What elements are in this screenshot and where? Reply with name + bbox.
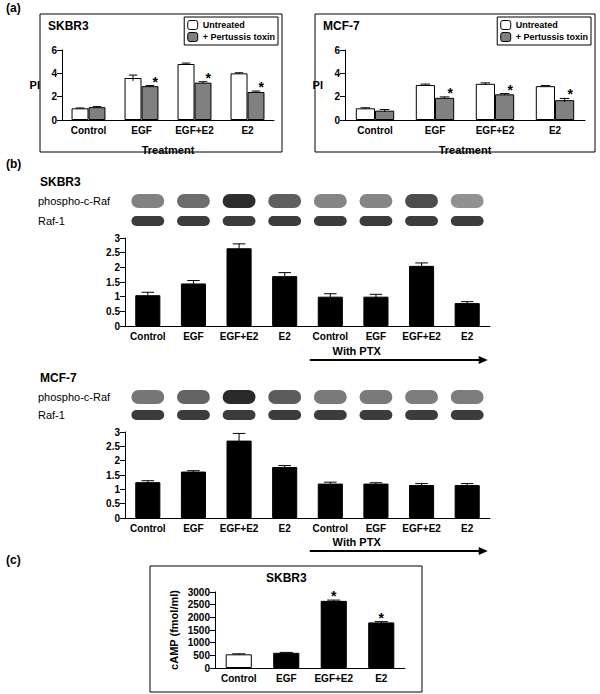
svg-text:EGF: EGF xyxy=(276,673,297,684)
svg-text:EGF+E2: EGF+E2 xyxy=(314,673,353,684)
svg-text:Untreated: Untreated xyxy=(516,20,558,30)
svg-text:*: * xyxy=(153,74,159,90)
svg-text:*: * xyxy=(259,79,265,95)
svg-text:6: 6 xyxy=(51,45,57,56)
svg-text:E2: E2 xyxy=(549,125,562,136)
svg-text:*: * xyxy=(206,70,212,86)
svg-text:E2: E2 xyxy=(461,523,474,534)
svg-text:2: 2 xyxy=(114,262,120,273)
svg-text:1: 1 xyxy=(114,291,120,302)
svg-text:*: * xyxy=(507,82,513,98)
svg-text:1500: 1500 xyxy=(188,625,211,636)
svg-text:EGF: EGF xyxy=(366,331,387,342)
svg-text:Untreated: Untreated xyxy=(203,20,245,30)
svg-text:E2: E2 xyxy=(279,523,292,534)
svg-text:PI: PI xyxy=(313,79,323,91)
svg-text:E2: E2 xyxy=(279,331,292,342)
svg-text:Control: Control xyxy=(221,673,257,684)
svg-text:EGF+E2: EGF+E2 xyxy=(476,125,515,136)
svg-text:0.5: 0.5 xyxy=(106,306,120,317)
svg-text:EGF: EGF xyxy=(183,331,204,342)
svg-text:0: 0 xyxy=(114,513,120,524)
svg-text:(b): (b) xyxy=(6,157,21,171)
svg-text:phospho-c-Raf: phospho-c-Raf xyxy=(38,391,111,403)
svg-text:(a): (a) xyxy=(6,1,21,15)
svg-text:Control: Control xyxy=(357,125,393,136)
svg-text:*: * xyxy=(447,85,453,101)
svg-text:6: 6 xyxy=(334,45,340,56)
svg-text:MCF-7: MCF-7 xyxy=(40,371,77,385)
svg-text:1.5: 1.5 xyxy=(106,277,120,288)
svg-text:4: 4 xyxy=(51,68,57,79)
svg-text:EGF+E2: EGF+E2 xyxy=(402,523,441,534)
svg-text:EGF+E2: EGF+E2 xyxy=(402,331,441,342)
svg-text:3000: 3000 xyxy=(188,587,211,598)
svg-text:1000: 1000 xyxy=(188,637,211,648)
svg-text:EGF+E2: EGF+E2 xyxy=(220,331,259,342)
svg-text:EGF: EGF xyxy=(425,125,446,136)
svg-text:E2: E2 xyxy=(375,673,388,684)
svg-text:SKBR3: SKBR3 xyxy=(40,175,81,189)
svg-text:Control: Control xyxy=(313,331,349,342)
svg-text:4: 4 xyxy=(334,68,340,79)
svg-text:+ Pertussis toxin: + Pertussis toxin xyxy=(516,32,588,42)
svg-text:3: 3 xyxy=(114,427,120,438)
svg-text:2: 2 xyxy=(51,91,57,102)
svg-text:2.5: 2.5 xyxy=(106,247,120,258)
svg-text:1: 1 xyxy=(114,484,120,495)
svg-text:EGF: EGF xyxy=(131,125,152,136)
svg-text:0.5: 0.5 xyxy=(106,498,120,509)
svg-text:0: 0 xyxy=(204,663,210,674)
svg-text:0: 0 xyxy=(114,321,120,332)
svg-text:+ Pertussis toxin: + Pertussis toxin xyxy=(203,32,275,42)
svg-text:2500: 2500 xyxy=(188,599,211,610)
svg-text:cAMP (fmol/ml): cAMP (fmol/ml) xyxy=(168,590,180,670)
svg-text:*: * xyxy=(379,610,385,626)
svg-text:Control: Control xyxy=(313,523,349,534)
svg-text:1.5: 1.5 xyxy=(106,470,120,481)
svg-text:2.5: 2.5 xyxy=(106,441,120,452)
svg-text:EGF: EGF xyxy=(183,523,204,534)
svg-text:Control: Control xyxy=(130,331,166,342)
svg-text:SKBR3: SKBR3 xyxy=(266,571,307,585)
svg-text:*: * xyxy=(567,86,573,102)
svg-text:Control: Control xyxy=(71,125,107,136)
svg-text:0: 0 xyxy=(334,115,340,126)
svg-text:3: 3 xyxy=(114,233,120,244)
svg-text:PI: PI xyxy=(30,79,40,91)
svg-text:EGF+E2: EGF+E2 xyxy=(175,125,214,136)
svg-text:*: * xyxy=(331,588,337,604)
svg-text:Treatment: Treatment xyxy=(142,144,195,156)
svg-text:EGF+E2: EGF+E2 xyxy=(220,523,259,534)
svg-text:2: 2 xyxy=(114,455,120,466)
svg-text:0: 0 xyxy=(51,115,57,126)
svg-text:With PTX: With PTX xyxy=(333,345,382,357)
svg-text:phospho-c-Raf: phospho-c-Raf xyxy=(38,195,111,207)
svg-text:2: 2 xyxy=(334,91,340,102)
svg-text:E2: E2 xyxy=(461,331,474,342)
svg-text:SKBR3: SKBR3 xyxy=(48,19,89,33)
svg-text:Raf-1: Raf-1 xyxy=(38,409,65,421)
svg-text:500: 500 xyxy=(193,650,210,661)
svg-text:Control: Control xyxy=(130,523,166,534)
svg-text:Raf-1: Raf-1 xyxy=(38,215,65,227)
svg-text:Treatment: Treatment xyxy=(439,144,492,156)
svg-text:(c): (c) xyxy=(6,553,21,567)
svg-text:EGF: EGF xyxy=(366,523,387,534)
svg-text:With PTX: With PTX xyxy=(333,536,382,548)
svg-text:MCF-7: MCF-7 xyxy=(323,19,360,33)
svg-text:E2: E2 xyxy=(241,125,254,136)
svg-text:2000: 2000 xyxy=(188,612,211,623)
